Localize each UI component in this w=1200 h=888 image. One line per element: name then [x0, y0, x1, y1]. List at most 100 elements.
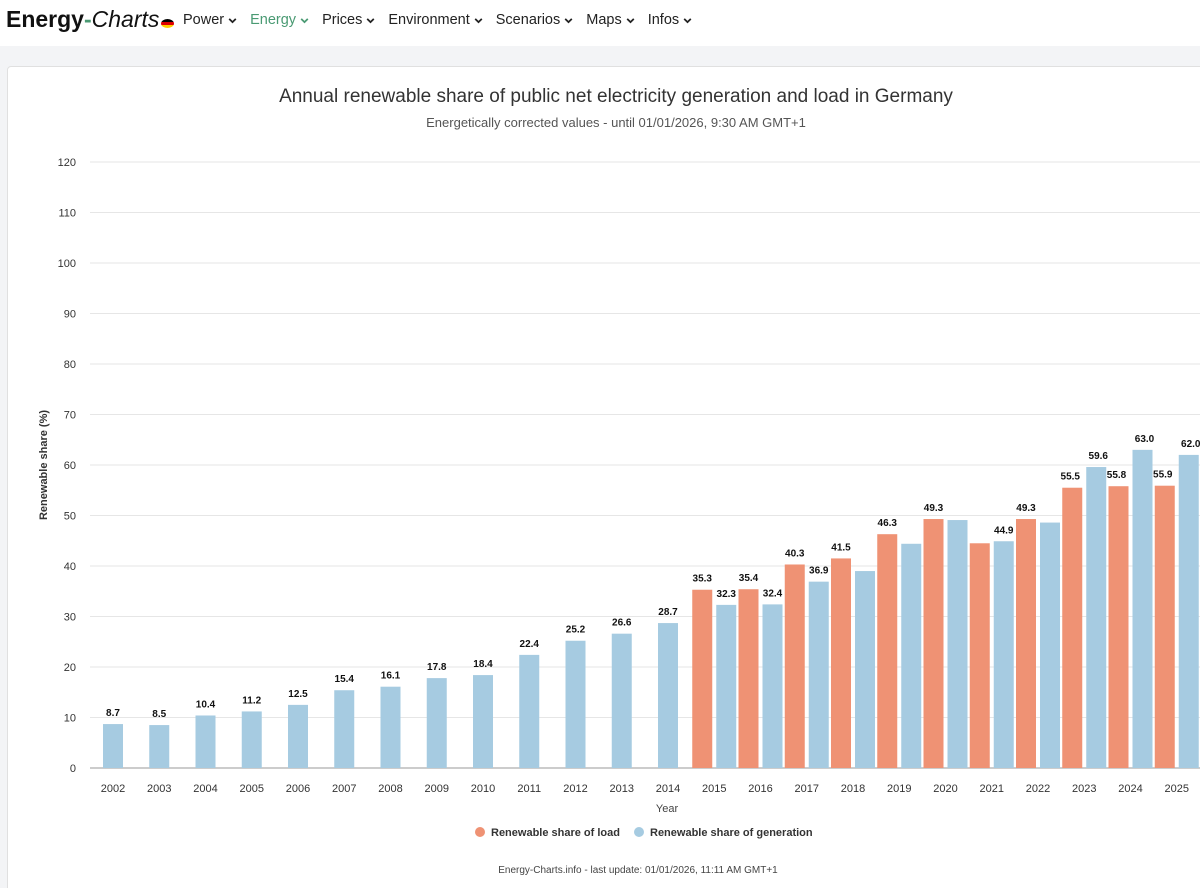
bar-generation[interactable]	[808, 581, 829, 768]
x-tick-label: 2025	[1165, 783, 1189, 795]
legend-label-generation: Renewable share of generation	[650, 827, 813, 839]
bar-generation[interactable]	[519, 654, 540, 768]
nav-item-environment[interactable]: Environment	[388, 12, 483, 28]
data-label: 41.5	[831, 542, 851, 553]
bar-load[interactable]	[738, 589, 759, 768]
y-tick-label: 10	[64, 713, 76, 725]
bar-generation[interactable]	[855, 571, 875, 768]
chevron-down-icon	[300, 17, 309, 23]
data-label: 44.9	[994, 525, 1014, 536]
nav-label: Maps	[586, 12, 622, 28]
x-tick-label: 2023	[1072, 783, 1096, 795]
data-label: 35.3	[693, 574, 713, 585]
y-tick-label: 110	[58, 208, 76, 220]
nav-item-maps[interactable]: Maps	[586, 12, 635, 28]
bar-load[interactable]	[784, 564, 805, 768]
bar-generation[interactable]	[1086, 467, 1107, 768]
bar-generation[interactable]	[658, 623, 678, 768]
data-label: 28.7	[658, 607, 678, 618]
bar-generation[interactable]	[762, 604, 783, 768]
x-tick-label: 2002	[101, 783, 125, 795]
bar-generation[interactable]	[1178, 454, 1199, 768]
chart-legend: Renewable share of load Renewable share …	[475, 827, 813, 839]
x-tick-label: 2011	[517, 783, 541, 795]
x-tick-label: 2009	[425, 783, 449, 795]
legend-marker-load	[475, 827, 485, 837]
chevron-down-icon	[626, 17, 635, 23]
bar-generation[interactable]	[1040, 522, 1060, 768]
bar-generation[interactable]	[947, 520, 968, 768]
bar-generation[interactable]	[473, 675, 493, 768]
nav-label: Infos	[647, 12, 680, 28]
data-label: 26.6	[612, 618, 632, 629]
bar-load[interactable]	[1154, 485, 1175, 768]
y-tick-label: 0	[70, 763, 76, 775]
bar-generation[interactable]	[380, 686, 401, 768]
data-label: 16.1	[381, 671, 401, 682]
data-label: 59.6	[1089, 451, 1109, 462]
chart-bars	[103, 449, 1199, 768]
legend-label-load: Renewable share of load	[491, 827, 620, 839]
x-tick-label: 2022	[1026, 783, 1050, 795]
x-tick-label: 2006	[286, 783, 310, 795]
nav-item-scenarios[interactable]: Scenarios	[496, 12, 574, 28]
x-tick-label: 2007	[332, 783, 356, 795]
data-label: 32.3	[717, 589, 737, 600]
data-label: 62.0	[1181, 439, 1200, 450]
chevron-down-icon	[366, 17, 375, 23]
x-tick-label: 2012	[563, 783, 587, 795]
germany-flag-icon	[161, 19, 175, 28]
legend-item-load[interactable]: Renewable share of load	[475, 827, 620, 839]
bar-load[interactable]	[1062, 487, 1083, 768]
bar-load[interactable]	[877, 534, 898, 768]
bar-generation[interactable]	[241, 711, 262, 768]
bar-generation[interactable]	[149, 725, 170, 768]
main-nav: Power Energy Prices Environment Scenario…	[183, 12, 693, 28]
legend-item-generation[interactable]: Renewable share of generation	[634, 827, 813, 839]
nav-item-energy[interactable]: Energy	[250, 12, 310, 28]
bar-generation[interactable]	[716, 604, 737, 768]
x-tick-label: 2016	[748, 783, 772, 795]
bar-load[interactable]	[923, 519, 944, 768]
x-axis-title: Year	[656, 803, 679, 815]
bar-load[interactable]	[1108, 486, 1129, 768]
x-tick-label: 2004	[193, 783, 217, 795]
y-tick-label: 100	[58, 258, 76, 270]
data-label: 11.2	[242, 695, 261, 706]
data-label: 8.7	[106, 708, 120, 719]
data-label: 46.3	[878, 518, 898, 529]
y-axis-ticks: 0 10 20 30 40 50 60 70 80 90 100 110 120	[58, 157, 76, 775]
nav-item-prices[interactable]: Prices	[322, 12, 376, 28]
y-tick-label: 50	[64, 511, 76, 523]
x-tick-label: 2014	[656, 783, 680, 795]
data-label: 15.4	[335, 674, 355, 685]
nav-item-power[interactable]: Power	[183, 12, 238, 28]
bar-generation[interactable]	[288, 704, 308, 768]
brand-logo[interactable]: Energy-Charts	[6, 6, 175, 33]
chevron-down-icon	[683, 17, 692, 23]
x-tick-label: 2019	[887, 783, 911, 795]
x-tick-label: 2021	[980, 783, 1004, 795]
brand-text-charts: Charts	[91, 6, 160, 32]
bar-load[interactable]	[692, 589, 713, 768]
y-tick-label: 30	[64, 612, 76, 624]
data-label: 10.4	[196, 699, 216, 710]
bar-load[interactable]	[831, 558, 851, 768]
bar-generation[interactable]	[426, 678, 447, 768]
bar-generation[interactable]	[195, 715, 216, 768]
bar-generation[interactable]	[993, 541, 1014, 768]
bar-generation[interactable]	[103, 724, 123, 768]
bar-generation[interactable]	[1132, 449, 1153, 768]
bar-load[interactable]	[1016, 519, 1036, 768]
nav-item-infos[interactable]: Infos	[648, 12, 693, 28]
x-tick-label: 2017	[795, 783, 819, 795]
data-label: 55.9	[1153, 470, 1173, 481]
bar-generation[interactable]	[901, 543, 922, 768]
x-tick-label: 2003	[147, 783, 171, 795]
chevron-down-icon	[228, 17, 237, 23]
bar-generation[interactable]	[611, 633, 632, 768]
bar-generation[interactable]	[565, 640, 586, 768]
bar-load[interactable]	[969, 543, 990, 768]
nav-label: Prices	[322, 12, 363, 28]
bar-generation[interactable]	[334, 690, 355, 768]
